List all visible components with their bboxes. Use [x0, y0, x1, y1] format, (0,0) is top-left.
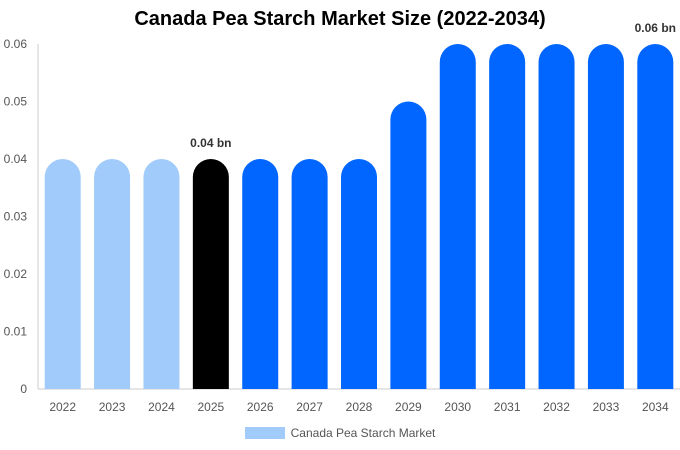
data-label: 0.06 bn [635, 21, 676, 35]
bar-2023 [94, 159, 131, 389]
bar-2028 [341, 159, 377, 389]
bar-2022 [44, 159, 81, 389]
y-tick-label: 0.03 [4, 210, 28, 224]
x-tick-label: 2028 [346, 400, 373, 414]
x-tick-label: 2022 [49, 400, 76, 414]
x-tick-label: 2032 [543, 400, 570, 414]
legend-swatch [244, 426, 285, 439]
x-tick-label: 2031 [494, 400, 521, 414]
x-tick-label: 2029 [395, 400, 422, 414]
y-tick-label: 0.05 [4, 95, 28, 109]
bar-2025 [192, 159, 229, 389]
x-tick-label: 2034 [642, 400, 669, 414]
x-tick-label: 2024 [148, 400, 175, 414]
y-tick-label: 0 [20, 382, 27, 396]
y-tick-label: 0.02 [4, 267, 28, 281]
bar-2027 [291, 159, 328, 389]
y-tick-label: 0.01 [4, 325, 28, 339]
y-tick-label: 0.04 [4, 152, 28, 166]
bar-2029 [390, 101, 427, 389]
bar-2033 [587, 44, 624, 389]
bar-2030 [439, 44, 476, 389]
x-tick-label: 2027 [296, 400, 323, 414]
bar-2034 [637, 44, 674, 389]
x-tick-label: 2033 [593, 400, 620, 414]
x-tick-label: 2026 [247, 400, 274, 414]
chart-title: Canada Pea Starch Market Size (2022-2034… [134, 8, 546, 30]
bar-2026 [242, 159, 279, 389]
legend-label: Canada Pea Starch Market [290, 425, 436, 440]
y-tick-label: 0.06 [4, 37, 28, 51]
data-label: 0.04 bn [190, 136, 231, 150]
x-tick-label: 2030 [444, 400, 471, 414]
bar-2031 [489, 43, 526, 389]
bar-2024 [143, 159, 180, 389]
x-tick-label: 2023 [99, 400, 126, 414]
legend: Canada Pea Starch Market [0, 425, 680, 440]
bar-2032 [538, 44, 575, 389]
x-tick-label: 2025 [197, 400, 224, 414]
